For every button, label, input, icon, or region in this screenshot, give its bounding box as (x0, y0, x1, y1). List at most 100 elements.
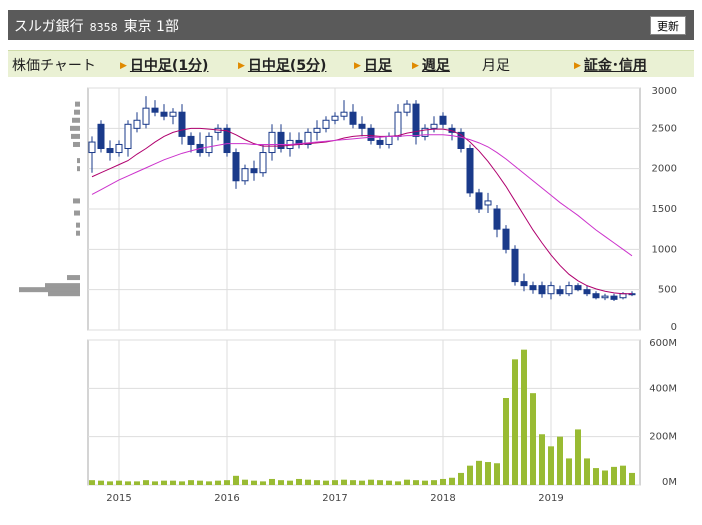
volume-bar (602, 470, 608, 485)
volume-bar (467, 465, 473, 485)
candle-body (187, 135, 195, 145)
volume-bar (296, 478, 302, 485)
volume-bar (386, 480, 392, 485)
candle-body (529, 285, 537, 291)
volume-bar (413, 480, 419, 485)
y-tick-label: 200M (649, 432, 677, 443)
candle-body (322, 119, 330, 129)
volume-bar (206, 481, 212, 485)
candle-body (151, 107, 159, 113)
volume-bar (539, 434, 545, 485)
candle-body (385, 135, 393, 145)
candle-body (619, 293, 627, 299)
candle-body (421, 127, 429, 137)
tab: 月足 (482, 58, 510, 74)
volume-by-price-bar (74, 109, 80, 115)
volume-bar (593, 468, 599, 485)
volume-bar (224, 480, 230, 485)
candle-body (457, 131, 465, 150)
y-tick-label: 0 (671, 322, 677, 333)
candle-body (223, 127, 231, 154)
candle-body (277, 131, 285, 150)
tab[interactable]: 証金･信用 (574, 55, 647, 75)
volume-bar (494, 463, 500, 485)
volume-bar (584, 458, 590, 485)
candle-body (565, 285, 573, 295)
y-tick-label: 3000 (652, 86, 677, 97)
candle-body (484, 200, 492, 206)
volume-bar (548, 446, 554, 485)
y-tick-label: 1000 (652, 244, 677, 255)
candle-body (583, 289, 591, 295)
volume-bar (404, 479, 410, 485)
name: スルガ銀行 (14, 19, 84, 35)
volume-by-price-bar (75, 101, 80, 107)
moving-average (91, 134, 633, 257)
x-tick-label: 2017 (322, 493, 347, 504)
market: 東京 1部 (123, 19, 179, 35)
tab[interactable]: 日中足(1分) (120, 55, 209, 75)
volume-bar (485, 462, 491, 485)
candle-body (232, 152, 240, 182)
volume-bar (314, 480, 320, 485)
candle-body (124, 123, 132, 150)
volume-bar (323, 480, 329, 485)
candle-body (241, 168, 249, 182)
volume-bar (368, 479, 374, 485)
volume-by-price-bar (48, 291, 80, 297)
header-bar: スルガ銀行 8358 東京 1部 更新 (8, 10, 694, 40)
candle-body (466, 148, 474, 194)
volume-by-price-bar (76, 222, 80, 228)
volume-bar (395, 481, 401, 485)
volume-bar (116, 480, 122, 485)
candle-body (547, 285, 555, 295)
candle-body (250, 168, 258, 174)
y-tick-label: 1500 (652, 204, 677, 215)
volume-bar (359, 480, 365, 485)
volume-by-price-bar (45, 283, 80, 289)
volume-by-price-bar (73, 198, 80, 204)
volume-by-price-bar (77, 158, 80, 164)
x-tick-label: 2018 (430, 493, 455, 504)
candle-body (133, 119, 141, 129)
candle-body (97, 123, 105, 150)
tab[interactable]: 週足 (412, 55, 450, 75)
volume-bar (233, 475, 239, 485)
volume-bar (512, 359, 518, 485)
candle-body (106, 148, 114, 154)
x-tick-label: 2015 (106, 493, 131, 504)
volume-bar (458, 472, 464, 485)
candle-body (493, 208, 501, 230)
volume-bar (125, 481, 131, 485)
tab: 株価チャート (12, 58, 96, 74)
candle-body (205, 135, 213, 154)
refresh-button[interactable]: 更新 (650, 16, 686, 35)
y-tick-label: 500 (658, 285, 677, 296)
volume-bar (179, 481, 185, 485)
candle-body (259, 152, 267, 174)
volume-by-price-bar (19, 287, 80, 293)
volume-bar (188, 480, 194, 485)
volume-bar (332, 480, 338, 485)
candle-body (178, 111, 186, 137)
y-tick-label: 0M (662, 477, 677, 488)
moving-average (91, 127, 632, 295)
y-tick-label: 400M (649, 383, 677, 394)
candle-body (412, 103, 420, 137)
volume-by-price-bar (77, 166, 80, 172)
candle-body (556, 289, 564, 295)
volume-bar (161, 480, 167, 485)
volume-bar (170, 480, 176, 485)
x-tick-label: 2016 (214, 493, 239, 504)
tab[interactable]: 日足 (354, 55, 392, 75)
volume-bar (422, 480, 428, 485)
volume-bar (98, 480, 104, 485)
candle-body (88, 141, 96, 154)
volume-bar (287, 480, 293, 485)
volume-bar (530, 393, 536, 485)
volume-by-price-bar (74, 210, 80, 216)
tab[interactable]: 日中足(5分) (238, 55, 327, 75)
candle-body (592, 293, 600, 299)
